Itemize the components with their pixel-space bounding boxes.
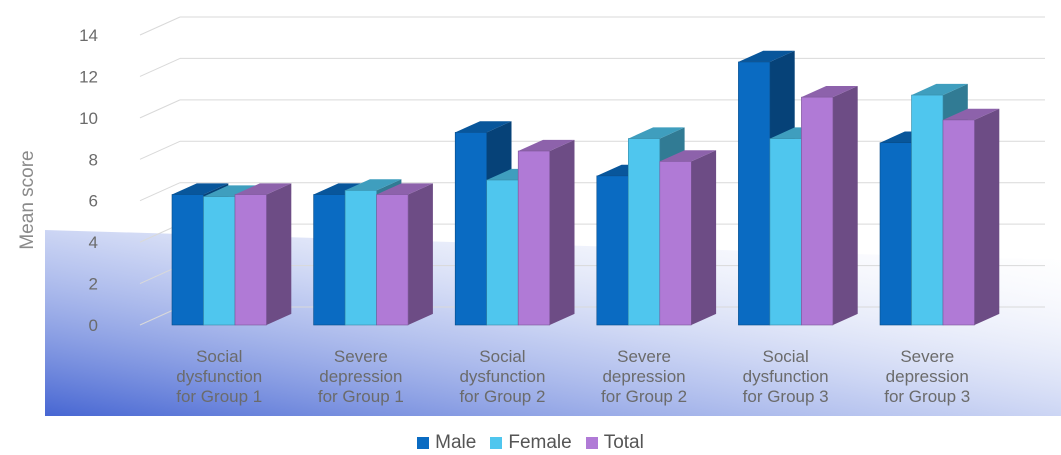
gridline-diag <box>139 57 181 77</box>
y-tick-label: 2 <box>89 275 98 294</box>
bar-front <box>627 138 661 326</box>
bar-front <box>344 190 377 326</box>
y-tick-label: 14 <box>79 26 98 45</box>
category-label: Social dysfunction for Group 1 <box>176 347 262 406</box>
legend: Male Female Total <box>0 432 1061 454</box>
legend-label: Female <box>508 432 572 453</box>
bar-top <box>659 150 717 162</box>
bar-front <box>376 194 409 326</box>
bar-side <box>408 183 433 325</box>
bar-front <box>801 96 834 326</box>
bar-side <box>691 150 717 325</box>
bar-front <box>171 194 204 326</box>
legend-label: Male <box>435 432 477 453</box>
legend-item-male: Male <box>417 432 476 454</box>
bar-front <box>486 179 519 326</box>
bar-front <box>234 194 267 326</box>
y-tick-label: 8 <box>89 150 98 169</box>
bar-top <box>738 50 795 62</box>
category-label: Severe depression for Group 1 <box>318 347 404 406</box>
bar-front <box>911 94 944 326</box>
bar-total <box>234 183 292 326</box>
gridline-diag <box>139 182 181 202</box>
bar-front <box>313 194 346 326</box>
legend-label: Total <box>603 432 644 453</box>
bar-top <box>801 85 858 98</box>
bar-total <box>942 108 1000 326</box>
y-tick-label: 6 <box>89 192 98 211</box>
bar-front <box>454 132 488 326</box>
category-label: Severe depression for Group 3 <box>884 347 970 406</box>
bar-front <box>879 142 912 326</box>
gridline-diag <box>139 99 181 119</box>
category-label: Social dysfunction for Group 3 <box>743 347 829 406</box>
y-tick-label: 0 <box>89 316 98 335</box>
bar-front <box>769 138 802 326</box>
legend-item-female: Female <box>490 432 572 454</box>
bar-top <box>911 83 968 96</box>
bar-front <box>659 161 692 326</box>
bar-total <box>517 139 575 326</box>
bar-top <box>172 183 229 195</box>
bar-side <box>266 183 292 325</box>
bar-top <box>455 121 512 133</box>
bar-total <box>659 150 717 326</box>
bar-side <box>832 85 858 326</box>
bar-front <box>203 196 236 326</box>
legend-swatch <box>490 437 503 449</box>
bar-top <box>203 185 260 197</box>
chart: 0 2 4 6 8 10 12 14 Social dysfunction for Group 1 S… <box>17 16 1061 416</box>
bar-top <box>518 139 575 151</box>
y-tick-label: 4 <box>89 233 98 252</box>
bar-side <box>549 139 575 325</box>
gridline-diag <box>139 140 181 160</box>
bar-side <box>974 108 1000 325</box>
legend-swatch <box>585 437 598 449</box>
bar-front <box>738 61 771 326</box>
bar-total <box>801 85 858 326</box>
bar-top <box>376 183 433 195</box>
y-axis-title: Mean score <box>17 150 38 249</box>
bar-front <box>596 175 629 326</box>
bar-total <box>376 183 433 326</box>
category-label: Severe depression for Group 2 <box>601 347 687 406</box>
bar-top <box>235 183 292 195</box>
bar-top <box>943 108 1000 120</box>
bar-front <box>942 119 975 326</box>
gridline-diag <box>139 16 181 36</box>
legend-swatch <box>417 437 430 449</box>
category-label: Social dysfunction for Group 2 <box>459 347 545 406</box>
bar-top <box>628 127 685 139</box>
y-tick-label: 10 <box>79 109 98 128</box>
legend-item-total: Total <box>585 432 644 454</box>
bar-front <box>517 150 551 326</box>
bar-top <box>345 179 402 191</box>
y-tick-label: 12 <box>79 67 98 86</box>
